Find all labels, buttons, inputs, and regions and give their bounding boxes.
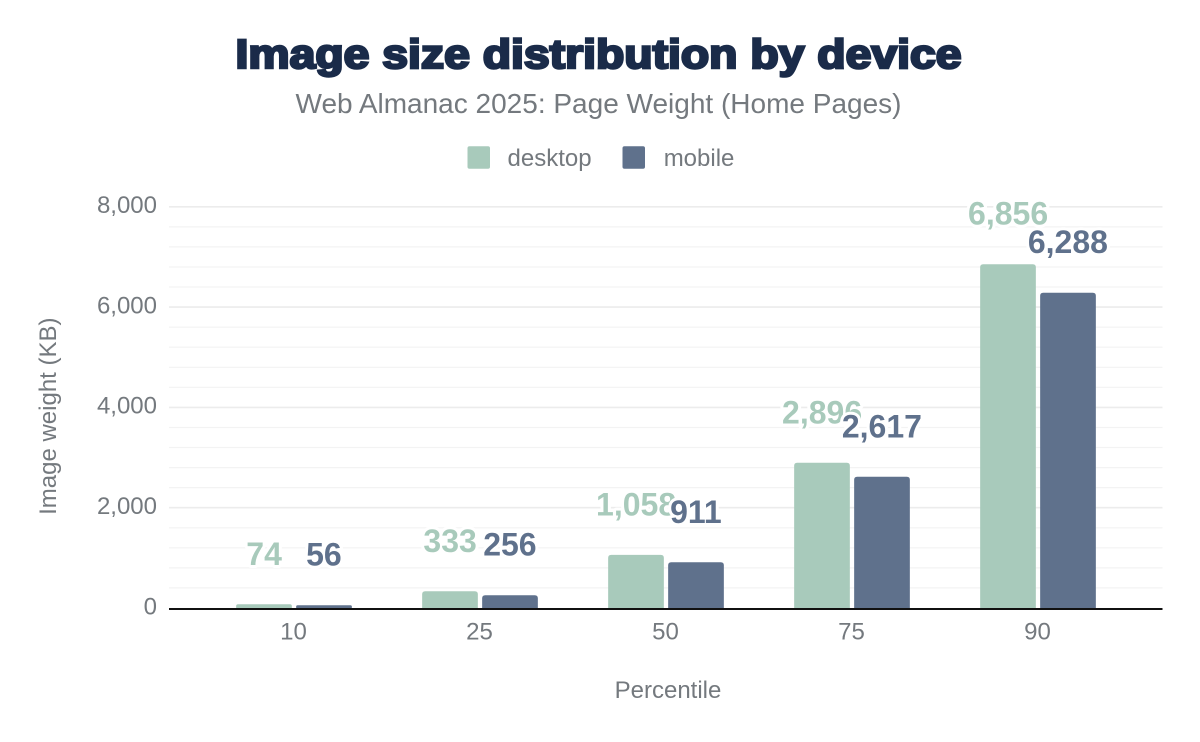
svg-text:0: 0 — [144, 593, 157, 620]
svg-text:2,896: 2,896 — [782, 394, 862, 430]
svg-text:4,000: 4,000 — [97, 393, 157, 420]
svg-text:333: 333 — [423, 523, 476, 559]
svg-text:56: 56 — [306, 537, 342, 573]
svg-text:25: 25 — [466, 619, 493, 646]
svg-text:6,000: 6,000 — [97, 292, 157, 319]
svg-text:50: 50 — [652, 619, 679, 646]
svg-text:75: 75 — [838, 619, 865, 646]
svg-text:8,000: 8,000 — [97, 192, 157, 219]
svg-text:74: 74 — [246, 536, 282, 572]
svg-text:1,058: 1,058 — [596, 486, 676, 522]
svg-text:90: 90 — [1024, 619, 1051, 646]
svg-text:Web Almanac 2025: Page Weight: Web Almanac 2025: Page Weight (Home Page… — [296, 88, 902, 119]
svg-text:10: 10 — [280, 619, 307, 646]
svg-text:911: 911 — [670, 494, 722, 530]
svg-text:Percentile: Percentile — [615, 677, 722, 704]
svg-text:mobile: mobile — [664, 145, 735, 172]
svg-text:Image size distribution by dev: Image size distribution by device — [236, 31, 962, 77]
svg-text:2,617: 2,617 — [842, 408, 922, 444]
svg-text:Image weight (KB): Image weight (KB) — [35, 317, 62, 514]
svg-text:256: 256 — [483, 527, 536, 563]
svg-text:6,856: 6,856 — [968, 196, 1048, 232]
svg-text:desktop: desktop — [508, 145, 592, 172]
svg-text:2,000: 2,000 — [97, 493, 157, 520]
svg-text:6,288: 6,288 — [1028, 224, 1108, 260]
